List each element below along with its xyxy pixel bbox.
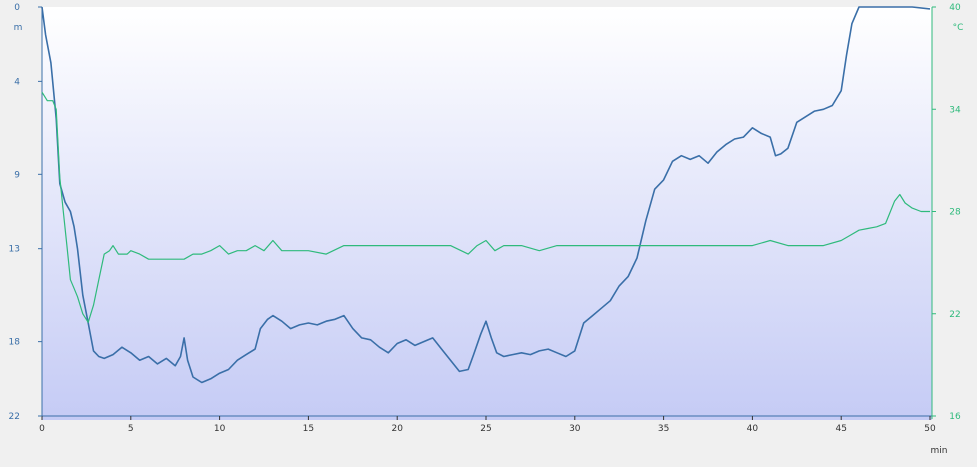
left-tick-label: 18: [9, 338, 21, 348]
right-tick-label: 22: [949, 310, 960, 320]
right-tick-label: 34: [949, 105, 961, 115]
left-tick-label: 22: [9, 412, 20, 422]
left-tick-label: 0: [14, 3, 20, 13]
left-tick-label: 13: [9, 245, 20, 255]
x-tick-label: 0: [39, 424, 45, 434]
x-tick-label: 30: [569, 424, 581, 434]
x-tick-label: 35: [658, 424, 669, 434]
plot-area: [42, 7, 932, 420]
x-tick-label: 15: [303, 424, 314, 434]
x-tick-label: 20: [391, 424, 403, 434]
right-tick-label: 16: [949, 412, 961, 422]
x-tick-label: 40: [747, 424, 759, 434]
x-tick-label: 45: [835, 424, 846, 434]
depth-series-line: [41, 6, 931, 384]
x-tick-label: 5: [128, 424, 134, 434]
left-axis-label: m: [14, 23, 23, 33]
x-tick-label: 25: [480, 424, 491, 434]
left-tick-label: 4: [14, 77, 20, 87]
x-tick-label: 10: [214, 424, 226, 434]
left-tick-label: 9: [14, 170, 20, 180]
x-axis-label: min: [931, 446, 948, 456]
temperature-series-line: [41, 91, 930, 323]
x-tick-label: 50: [924, 424, 936, 434]
right-tick-label: 28: [949, 208, 961, 218]
right-axis-label: °C: [953, 23, 964, 33]
right-tick-label: 40: [949, 3, 961, 13]
